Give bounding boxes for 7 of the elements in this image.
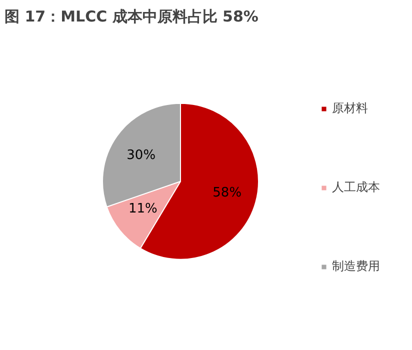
data-label: 58% <box>212 186 242 201</box>
data-label: 30% <box>126 148 156 164</box>
data-label: 11% <box>128 202 158 217</box>
legend-label: 制造费用 <box>332 258 380 275</box>
chart-title: 图 17：MLCC 成本中原料占比 58% <box>4 8 258 26</box>
legend-label: 人工成本 <box>332 179 380 196</box>
legend-label: 原材料 <box>332 100 368 117</box>
